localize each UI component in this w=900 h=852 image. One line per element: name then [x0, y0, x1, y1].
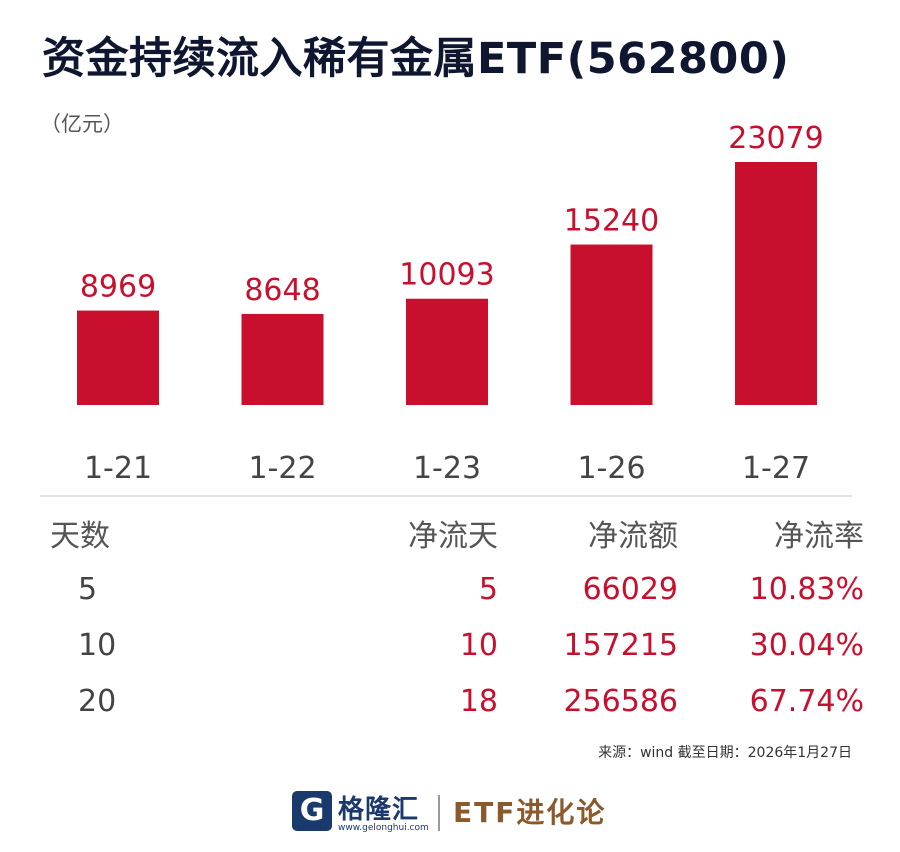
- data-label-1-27: 23079: [728, 121, 823, 156]
- data-label-1-21: 8969: [80, 270, 156, 305]
- cell-days: 10: [78, 627, 117, 663]
- cell-net-inflow-rate: 67.74%: [749, 683, 864, 719]
- x-tick-label-1-22: 1-22: [248, 451, 316, 486]
- table-header-row: 天数 净流天 净流额 净流率: [50, 505, 864, 561]
- divider: [40, 495, 852, 497]
- bar-1-27: [735, 162, 817, 405]
- brand-url: www.gelonghui.com: [338, 823, 429, 833]
- x-tick-label-1-27: 1-27: [742, 451, 810, 486]
- cell-net-inflow-rate: 10.83%: [749, 571, 864, 607]
- header-days: 天数: [50, 519, 110, 554]
- source-note: 来源：wind 截至日期：2026年1月27日: [598, 745, 852, 761]
- cell-net-inflow-amount: 66029: [582, 571, 678, 607]
- footer: G 格隆汇 www.gelonghui.com ETF进化论: [0, 785, 900, 845]
- bar-1-26: [570, 244, 653, 405]
- cell-days: 20: [78, 683, 117, 719]
- data-label-1-23: 10093: [399, 258, 494, 293]
- cell-net-inflow-days: 10: [459, 627, 498, 663]
- x-tick-label-1-26: 1-26: [577, 451, 645, 486]
- bar-1-23: [406, 298, 488, 405]
- data-label-1-26: 15240: [564, 204, 659, 239]
- footer-separator: [438, 795, 440, 831]
- data-label-1-22: 8648: [244, 273, 320, 308]
- cell-net-inflow-days: 18: [459, 683, 498, 719]
- unit-label: （亿元）: [40, 112, 124, 136]
- flow-stats-table: 天数 净流天 净流额 净流率 5 5 66029 10.83% 10 10 15…: [50, 505, 864, 729]
- cell-net-inflow-amount: 157215: [563, 627, 678, 663]
- header-net-inflow-days: 净流天: [408, 519, 498, 554]
- x-tick-label-1-21: 1-21: [84, 451, 152, 486]
- header-net-inflow-amount: 净流额: [588, 519, 678, 554]
- cell-net-inflow-rate: 30.04%: [749, 627, 864, 663]
- table-row: 5 5 66029 10.83%: [50, 561, 864, 617]
- cell-net-inflow-days: 5: [478, 571, 498, 607]
- gelonghui-logo-icon: G: [292, 791, 332, 831]
- chart-title: 资金持续流入稀有金属ETF(562800): [42, 34, 790, 84]
- table-row: 20 18 256586 67.74%: [50, 673, 864, 729]
- etf-brand-name: ETF进化论: [453, 796, 607, 829]
- cell-net-inflow-amount: 256586: [563, 683, 678, 719]
- x-tick-label-1-23: 1-23: [413, 451, 481, 486]
- header-net-inflow-rate: 净流率: [774, 519, 864, 554]
- bar-1-21: [77, 310, 159, 405]
- cell-days: 5: [78, 571, 98, 607]
- bar-chart: 8969 1-21 8648 1-22 10093 1-23 15240 1-26 23079 1…: [77, 121, 824, 486]
- table-row: 10 10 157215 30.04%: [50, 617, 864, 673]
- brand-name: 格隆汇: [338, 795, 420, 825]
- bar-1-22: [241, 313, 324, 405]
